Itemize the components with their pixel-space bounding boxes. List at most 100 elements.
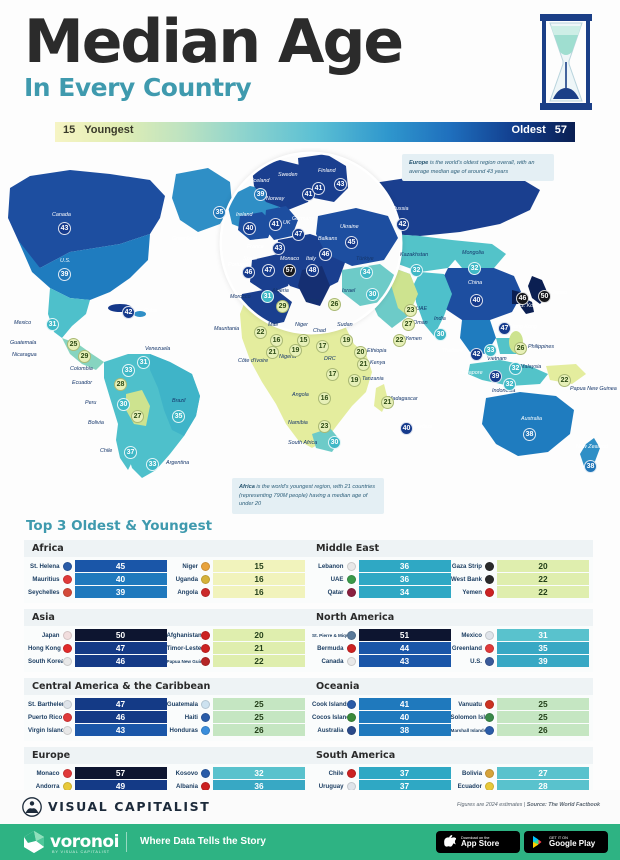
header: Median Age In Every Country (0, 0, 620, 118)
map-label-morocco: Morocco (230, 294, 251, 300)
table-row: Chile 37 (312, 767, 451, 779)
country-name: South Korea (28, 657, 63, 665)
map-label-mauritania: Mauritania (214, 326, 240, 332)
google-play-button[interactable]: GET IT ON Google Play (524, 831, 608, 853)
map-label-kazakhstan: Kazakhstan (400, 252, 429, 258)
table-row: Honduras 26 (167, 724, 305, 736)
map-label-mauritius: Mauritius (410, 424, 432, 430)
flag-icon (485, 768, 494, 778)
median-age-value: 43 (74, 724, 167, 736)
country-name: Papua New Guinea (166, 658, 202, 664)
map-label-s-korea: S. Korea (520, 303, 541, 309)
map-value-malaysia: 32 (509, 362, 522, 375)
median-age-value: 37 (358, 767, 451, 779)
map-value-mexico: 31 (46, 318, 59, 331)
region-heading: Oceania (308, 678, 593, 695)
map-label-ireland: Ireland (236, 212, 253, 218)
map-label-ukraine: Ukraine (340, 224, 359, 230)
voronoi-byline: BY VISUAL CAPITALIST (52, 850, 110, 854)
table-row: Canada 43 (312, 655, 451, 667)
flag-icon (346, 643, 356, 653)
flag-icon (62, 712, 72, 722)
map-label-spain: Spain (243, 256, 257, 262)
map-label-hong-kong: Hong Kong (510, 324, 537, 330)
map-label-c-te-d-ivoire: Côte d'Ivoire (238, 358, 269, 364)
median-age-value: 50 (74, 629, 167, 641)
map-value-sweden: 41 (312, 182, 325, 195)
table-row: Bolivia 27 (451, 767, 589, 779)
table-row: Albania 36 (167, 780, 305, 792)
map-value-norway: 41 (302, 188, 315, 201)
country-name: Bermuda (317, 644, 344, 652)
map-value-ukraine: 45 (345, 236, 358, 249)
table-row: Yemen 22 (451, 586, 589, 598)
legend-min-value: 15 (63, 124, 76, 136)
flag-icon (485, 574, 494, 584)
median-age-value: 44 (358, 642, 451, 654)
map-label-malaysia: Malaysia (520, 364, 542, 370)
table-row: Marshall Islands 26 (451, 724, 589, 736)
country-name: Vanuatu (458, 700, 482, 708)
map-label-namibia: Namibia (288, 420, 308, 426)
map-label-israel: Israel (342, 288, 356, 294)
flag-icon (346, 587, 356, 597)
map-value-hong-kong: 47 (498, 322, 511, 335)
map-value-finland: 43 (334, 178, 347, 191)
map-value-germany: 47 (292, 228, 305, 241)
flag-icon (62, 630, 72, 640)
table-row: Gaza Strip 20 (451, 560, 589, 572)
table-row: Kosovo 32 (167, 767, 305, 779)
map-value-chad: 17 (316, 340, 329, 353)
table-row: Japan 50 (28, 629, 167, 641)
country-name: Bolivia (462, 769, 482, 777)
legend-max-value: 57 (554, 124, 567, 136)
map-label-uae: UAE (416, 306, 428, 312)
median-age-value: 57 (74, 767, 167, 779)
map-value-colombia: 33 (122, 364, 135, 377)
flag-icon (346, 768, 356, 778)
map-value-namibia: 23 (318, 420, 331, 433)
region-body: St. Helena 45 Mauritius 40 Seychelles 39 Niger… (24, 557, 309, 603)
map-label-russia: Russia (392, 206, 409, 212)
app-store-button[interactable]: Download on the App Store (436, 831, 520, 853)
country-name: Ecuador (457, 782, 482, 790)
table-row: Afghanistan 20 (167, 629, 305, 641)
tables-column-right: Middle East Lebanon 36 UAE 36 Qatar 34 Gaza Str… (308, 540, 593, 816)
flag-icon (346, 699, 356, 709)
flag-icon (485, 725, 494, 735)
map-label-iceland: Iceland (252, 178, 270, 184)
map-label-guatemala: Guatemala (10, 340, 37, 346)
map-value-kenya: 21 (357, 358, 370, 371)
map-label-australia: Australia (521, 416, 542, 422)
map-label-china: China (468, 280, 483, 286)
map-label-france: France (247, 244, 264, 250)
region-heading: Europe (24, 747, 309, 764)
table-row: Mexico 31 (451, 629, 589, 641)
median-age-value: 20 (213, 629, 305, 641)
map-label-japan: Japan (552, 290, 567, 296)
table-row: Monaco 57 (28, 767, 167, 779)
legend-gradient-bar (55, 122, 575, 142)
flag-icon (485, 643, 494, 653)
source-note: Figures are 2024 estimates | Source: The… (457, 802, 600, 808)
flag-icon (201, 725, 210, 735)
region-oldest-list: Japan 50 Hong Kong 47 South Korea 46 (28, 629, 167, 668)
map-value-u-s-: 39 (58, 268, 71, 281)
map-value-bolivia: 27 (131, 410, 144, 423)
callout-africa-text: is the world's youngest region, with 21 … (239, 484, 376, 508)
region-body: Lebanon 36 UAE 36 Qatar 34 Gaza Strip 20 West Ba… (308, 557, 593, 603)
google-play-small-label: GET IT ON (549, 835, 568, 840)
median-age-value: 40 (74, 573, 167, 585)
region-body: Japan 50 Hong Kong 47 South Korea 46 Afghanist… (24, 626, 309, 672)
map-value-peru: 30 (117, 398, 130, 411)
source-prefix: Figures are 2024 estimates | (457, 802, 527, 808)
map-value-brazil: 35 (172, 410, 185, 423)
map-value-india: 30 (434, 328, 447, 341)
map-label-colombia: Colombia (70, 366, 93, 372)
table-row: Niger 15 (167, 560, 305, 572)
map-value-libya: 26 (328, 298, 341, 311)
table-row: Guatemala 25 (167, 698, 305, 710)
table-row: West Bank 22 (451, 573, 589, 585)
median-age-value: 25 (497, 698, 589, 710)
